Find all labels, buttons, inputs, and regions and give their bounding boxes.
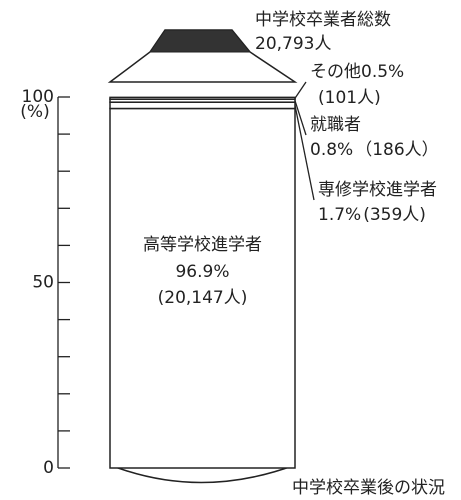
count-label: (101人) bbox=[318, 88, 381, 108]
category-label: その他 bbox=[310, 62, 361, 82]
category-label: 就職者 bbox=[310, 115, 361, 135]
bar-segment bbox=[109, 96, 296, 100]
count-label: (20,147人) bbox=[158, 288, 248, 308]
y-tick-label: 0 bbox=[43, 458, 54, 478]
category-label: 高等学校進学者 bbox=[143, 235, 262, 255]
pencil-lead bbox=[149, 29, 252, 53]
bar-segment bbox=[109, 101, 296, 110]
y-unit: (%) bbox=[20, 102, 49, 122]
value-label: 0.8% bbox=[310, 140, 353, 160]
category-label: 専修学校進学者 bbox=[318, 180, 437, 200]
leader-line bbox=[294, 100, 307, 136]
pencil-bottom bbox=[109, 464, 296, 484]
leader-line bbox=[294, 81, 307, 99]
bar-segment bbox=[109, 107, 296, 469]
y-tick-label: 100 bbox=[22, 87, 54, 107]
value-label: 0.5% bbox=[361, 62, 404, 82]
x-axis-label: 中学校卒業後の状況 bbox=[292, 478, 445, 498]
chart-title: 中学校卒業者総数 bbox=[255, 10, 391, 30]
y-tick-label: 50 bbox=[32, 273, 54, 293]
count-label: (359人) bbox=[363, 205, 426, 225]
total-label: 20,793人 bbox=[255, 34, 331, 54]
value-label: 96.9% bbox=[175, 262, 229, 282]
count-label: （186人） bbox=[355, 140, 438, 160]
value-label: 1.7% bbox=[318, 205, 361, 225]
leader-line bbox=[294, 105, 315, 201]
